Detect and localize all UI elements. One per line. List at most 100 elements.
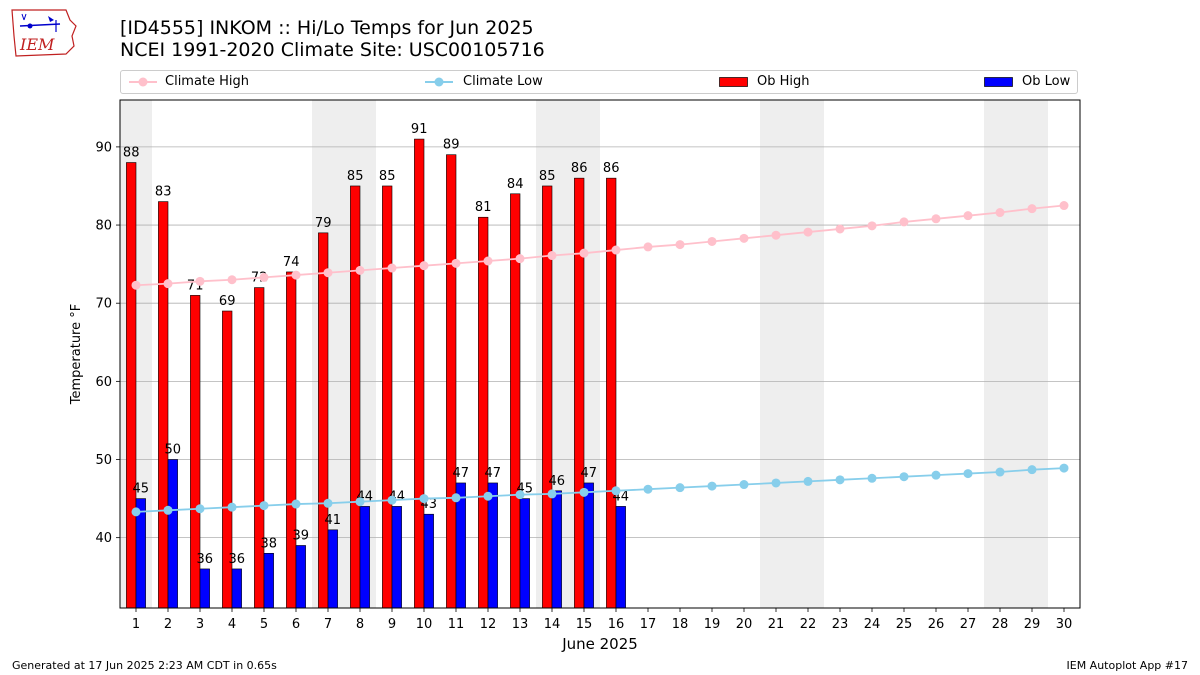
climate-low-point-22 [803, 476, 813, 486]
climate-high-point-24 [867, 221, 877, 231]
climate-high-point-4 [227, 275, 237, 285]
climate-high-point-12 [483, 256, 493, 266]
climate-high-point-8 [355, 265, 365, 275]
ob-high-label-16: 86 [603, 161, 620, 176]
climate-low-point-30 [1059, 463, 1069, 473]
climate-high-point-18 [675, 240, 685, 250]
ob-low-bar-6 [295, 545, 306, 609]
climate-low-point-3 [195, 504, 205, 514]
climate-high-point-28 [995, 208, 1005, 218]
ob-low-label-11: 47 [453, 466, 470, 481]
ob-high-label-14: 85 [539, 169, 556, 184]
climate-high-point-7 [323, 268, 333, 278]
x-tick-label-23: 23 [832, 617, 849, 632]
y-tick-label-40: 40 [95, 531, 112, 546]
x-tick-label-5: 5 [260, 617, 268, 632]
climate-high-point-14 [547, 251, 557, 261]
iem-logo: IEM [11, 9, 77, 57]
climate-low-point-12 [483, 491, 493, 501]
ob-high-bar-10 [414, 138, 425, 609]
y-axis-label: Temperature °F [69, 304, 84, 405]
ob-low-bar-8 [359, 506, 370, 609]
ob-low-label-2: 50 [165, 443, 182, 458]
x-tick-label-19: 19 [704, 617, 721, 632]
x-tick-label-1: 1 [132, 617, 140, 632]
climate-high-point-20 [739, 233, 749, 243]
plot-frame [119, 99, 1081, 609]
climate-low-point-21 [771, 478, 781, 488]
climate-high-point-11 [451, 258, 461, 268]
ob-high-label-8: 85 [347, 169, 364, 184]
ob-low-label-7: 41 [325, 513, 342, 528]
ob-low-bar-2 [167, 459, 178, 609]
ob-high-label-6: 74 [283, 255, 300, 270]
ob-low-bar-15 [583, 482, 594, 609]
chart-title: [ID4555] INKOM :: Hi/Lo Temps for Jun 20… [120, 17, 534, 39]
y-tick-label-70: 70 [95, 297, 112, 312]
ob-high-label-2: 83 [155, 185, 172, 200]
legend-ob-low-marker [984, 77, 1013, 87]
x-tick-label-26: 26 [928, 617, 945, 632]
x-tick-label-16: 16 [608, 617, 625, 632]
x-tick-label-14: 14 [544, 617, 561, 632]
x-tick-label-9: 9 [388, 617, 396, 632]
climate-low-point-14 [547, 489, 557, 499]
weekend-shade-4 [984, 100, 1048, 608]
climate-low-point-13 [515, 490, 525, 500]
climate-high-point-19 [707, 236, 717, 246]
chart-subtitle: NCEI 1991-2020 Climate Site: USC00105716 [120, 39, 545, 61]
ob-high-bar-1 [126, 162, 137, 609]
ob-high-label-15: 86 [571, 161, 588, 176]
footer-app-text: IEM Autoplot App #17 [1066, 659, 1189, 672]
ob-high-bar-16 [606, 177, 617, 609]
y-tick-label-50: 50 [95, 453, 112, 468]
climate-low-point-8 [355, 497, 365, 507]
ob-high-bar-11 [446, 154, 457, 609]
climate-low-point-27 [963, 469, 973, 479]
ob-high-bar-6 [286, 271, 297, 609]
climate-low-point-29 [1027, 465, 1037, 475]
legend-climate-high-marker [129, 77, 157, 87]
y-tick-label-80: 80 [95, 219, 112, 234]
ob-high-label-12: 81 [475, 200, 492, 215]
climate-high-point-9 [387, 263, 397, 273]
ob-low-label-1: 45 [133, 482, 150, 497]
ob-low-bar-14 [551, 490, 562, 609]
climate-low-line [135, 467, 1065, 513]
climate-high-point-27 [963, 211, 973, 221]
climate-low-point-11 [451, 493, 461, 503]
x-tick-label-21: 21 [768, 617, 785, 632]
chart-legend: Climate High Climate Low Ob High Ob Low [120, 70, 1078, 94]
climate-low-point-28 [995, 467, 1005, 477]
climate-low-point-6 [291, 499, 301, 509]
climate-high-point-10 [419, 261, 429, 271]
ob-low-label-12: 47 [485, 466, 502, 481]
ob-low-label-5: 38 [261, 536, 278, 551]
climate-high-point-15 [579, 248, 589, 258]
climate-low-point-19 [707, 481, 717, 491]
legend-climate-low-marker [425, 77, 453, 87]
ob-high-label-10: 91 [411, 122, 428, 137]
climate-low-point-9 [387, 495, 397, 505]
footer-generated-text: Generated at 17 Jun 2025 2:23 AM CDT in … [12, 659, 277, 672]
ob-low-bar-10 [423, 513, 434, 609]
climate-high-point-22 [803, 227, 813, 237]
ob-high-label-7: 79 [315, 216, 332, 231]
climate-low-point-24 [867, 473, 877, 483]
x-tick-label-11: 11 [448, 617, 465, 632]
ob-low-bar-16 [615, 506, 626, 609]
climate-low-point-15 [579, 487, 589, 497]
ob-low-label-3: 36 [197, 552, 214, 567]
climate-low-point-16 [611, 486, 621, 496]
ob-low-bar-13 [519, 498, 530, 609]
x-tick-label-2: 2 [164, 617, 172, 632]
climate-low-point-7 [323, 498, 333, 508]
legend-climate-low-label: Climate Low [463, 74, 543, 89]
climate-low-point-10 [419, 494, 429, 504]
climate-high-point-25 [899, 217, 909, 227]
climate-low-point-2 [163, 505, 173, 515]
climate-high-point-29 [1027, 204, 1037, 214]
ob-low-bar-7 [327, 529, 338, 609]
x-tick-label-27: 27 [960, 617, 977, 632]
